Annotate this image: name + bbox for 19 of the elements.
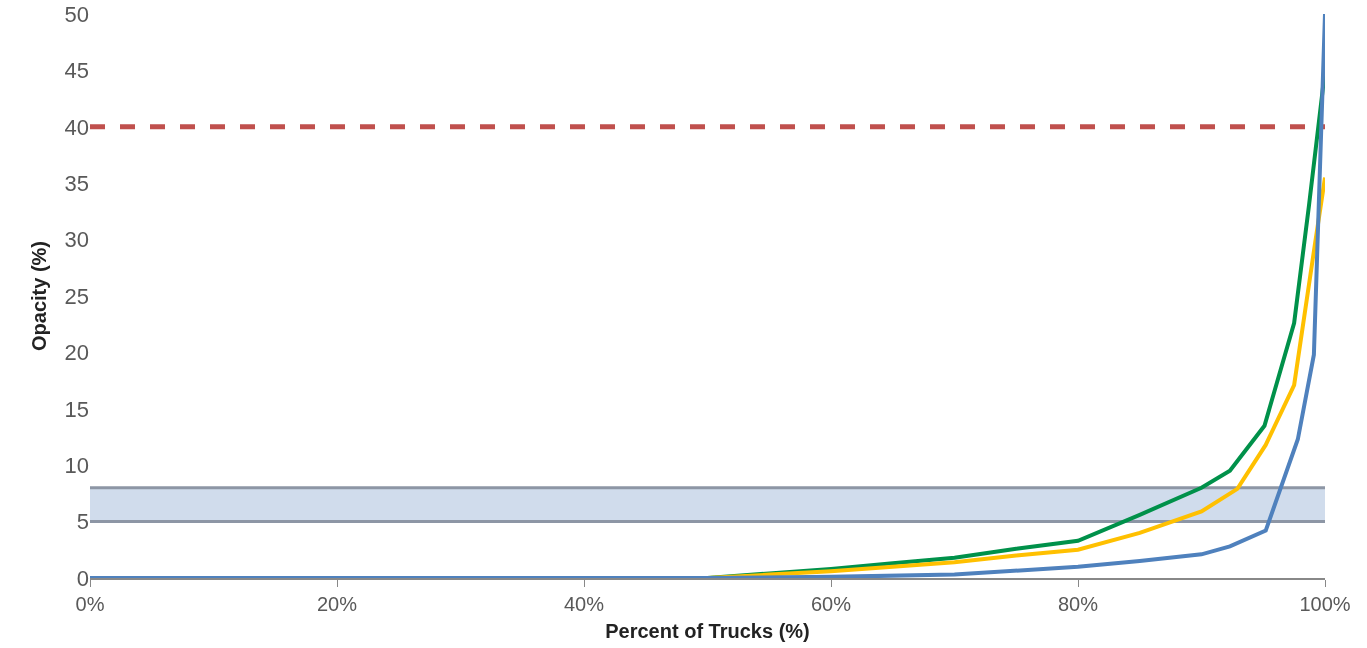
x-axis-title: Percent of Trucks (%) xyxy=(605,619,810,642)
y-tick-label: 0 xyxy=(76,565,89,591)
x-tick-label: 40% xyxy=(563,592,605,615)
x-tick-label: 20% xyxy=(316,592,358,615)
y-tick-label: 25 xyxy=(64,283,89,309)
x-tick-label: 0% xyxy=(75,592,105,615)
y-axis-title: Opacity (%) xyxy=(28,240,51,352)
y-tick-label: 10 xyxy=(64,452,89,478)
x-tick-label: 100% xyxy=(1299,592,1351,615)
y-tick-label: 15 xyxy=(64,396,89,422)
x-tick-label: 80% xyxy=(1057,592,1099,615)
y-tick-label: 35 xyxy=(64,170,89,196)
y-tick-label: 20 xyxy=(64,340,89,366)
y-tick-label: 45 xyxy=(64,58,89,84)
y-tick-label: 50 xyxy=(64,1,89,27)
y-tick-label: 30 xyxy=(64,227,89,253)
y-tick-label: 40 xyxy=(64,114,89,140)
y-tick-label: 5 xyxy=(76,509,89,535)
x-tick-label: 60% xyxy=(810,592,852,615)
